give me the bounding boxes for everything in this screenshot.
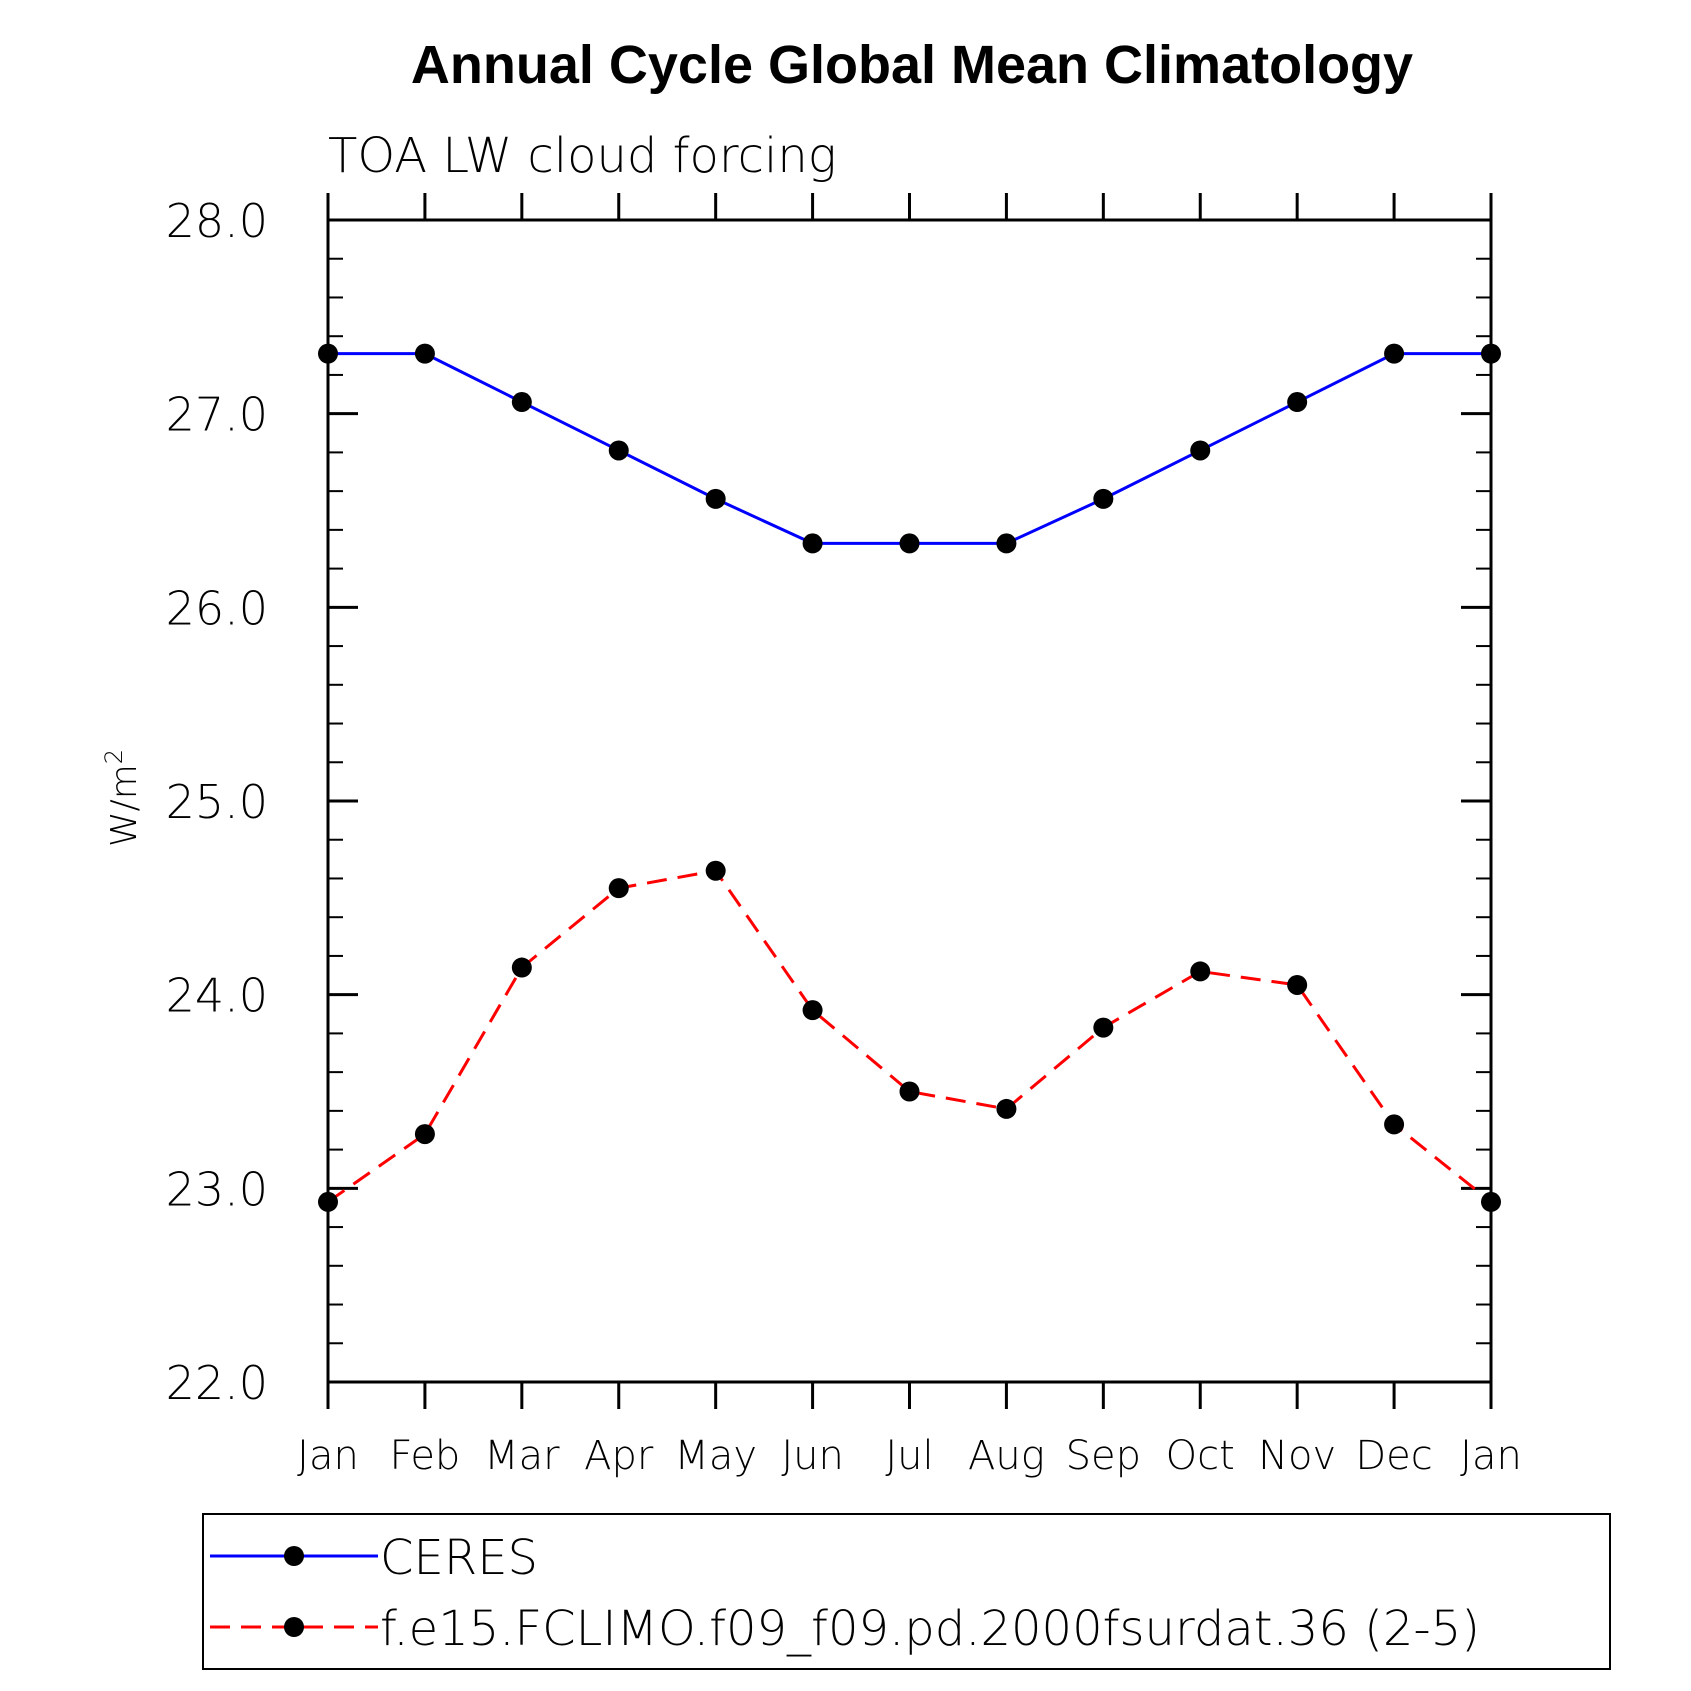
legend-label-ceres: CERES (380, 1530, 538, 1586)
x-tick-label: Feb (390, 1433, 461, 1479)
x-tick-label: Jan (1460, 1433, 1522, 1479)
data-point (318, 1191, 338, 1212)
legend-marker-model (284, 1617, 304, 1637)
x-tick-labels: Jan Feb Mar Apr May Jun Jul Aug Sep Oct Nov Dec Jan (297, 1433, 1522, 1479)
legend-box (202, 1513, 1611, 1670)
legend-marker-ceres (284, 1546, 304, 1566)
y-axis-label-text: W/m (104, 764, 145, 847)
data-point (1481, 1191, 1501, 1212)
data-point (705, 860, 726, 881)
data-point (1093, 488, 1114, 509)
data-point (414, 1124, 435, 1145)
data-point (996, 533, 1017, 554)
y-tick-label: 27.0 (166, 388, 268, 442)
data-point (802, 533, 823, 554)
data-point (1287, 392, 1308, 413)
data-point (608, 878, 629, 899)
y-tick-label: 22.0 (166, 1356, 268, 1410)
x-tick-label: Jun (781, 1433, 844, 1479)
chart-subtitle: TOA LW cloud forcing (328, 128, 837, 184)
data-point (1190, 961, 1211, 982)
plot-frame (326, 218, 1493, 1384)
series-layer (318, 343, 1501, 1212)
legend-label-model: f.e15.FCLIMO.f09_f09.pd.2000fsurdat.36 (… (380, 1601, 1480, 1657)
data-point (318, 343, 338, 364)
x-tick-label: Apr (584, 1433, 654, 1479)
data-point (1481, 343, 1501, 364)
x-tick-label: Nov (1258, 1433, 1336, 1479)
data-point (899, 533, 920, 554)
data-point (1287, 974, 1308, 995)
y-tick-labels: 22.0 23.0 24.0 25.0 26.0 27.0 28.0 (166, 194, 268, 1410)
x-tick-label: May (674, 1433, 757, 1479)
y-tick-label: 24.0 (166, 969, 268, 1023)
y-axis-label-superscript: 2 (100, 749, 128, 764)
y-tick-label: 25.0 (166, 775, 268, 829)
data-point (1093, 1017, 1114, 1038)
data-point (1384, 343, 1405, 364)
y-tick-label: 26.0 (166, 581, 268, 635)
axis-ticks (326, 193, 1493, 1409)
legend-item-model: f.e15.FCLIMO.f09_f09.pd.2000fsurdat.36 (… (210, 1601, 1480, 1657)
data-point (802, 1000, 823, 1021)
data-point (1190, 440, 1211, 461)
x-tick-label: Jan (297, 1433, 359, 1479)
data-point (899, 1081, 920, 1102)
data-point (705, 488, 726, 509)
y-tick-label: 23.0 (166, 1162, 268, 1216)
data-point (414, 343, 435, 364)
x-tick-label: Jul (885, 1433, 933, 1479)
legend-item-ceres: CERES (210, 1530, 538, 1586)
data-point (511, 392, 532, 413)
series-line-1 (327, 869, 1492, 1204)
x-tick-label: Dec (1355, 1433, 1432, 1479)
x-tick-label: Mar (484, 1433, 560, 1479)
svg-text:W/m2: W/m2 (100, 749, 145, 847)
x-tick-label: Aug (968, 1433, 1045, 1479)
data-point (1384, 1114, 1405, 1135)
data-point (996, 1098, 1017, 1119)
y-axis-label: W/m2 (100, 749, 145, 847)
y-tick-label: 28.0 (166, 194, 268, 248)
series-line-0 (328, 352, 1491, 545)
x-tick-label: Oct (1166, 1433, 1235, 1479)
data-point (608, 440, 629, 461)
x-tick-label: Sep (1066, 1433, 1141, 1479)
data-point (511, 957, 532, 978)
chart-title: Annual Cycle Global Mean Climatology (411, 35, 1413, 95)
